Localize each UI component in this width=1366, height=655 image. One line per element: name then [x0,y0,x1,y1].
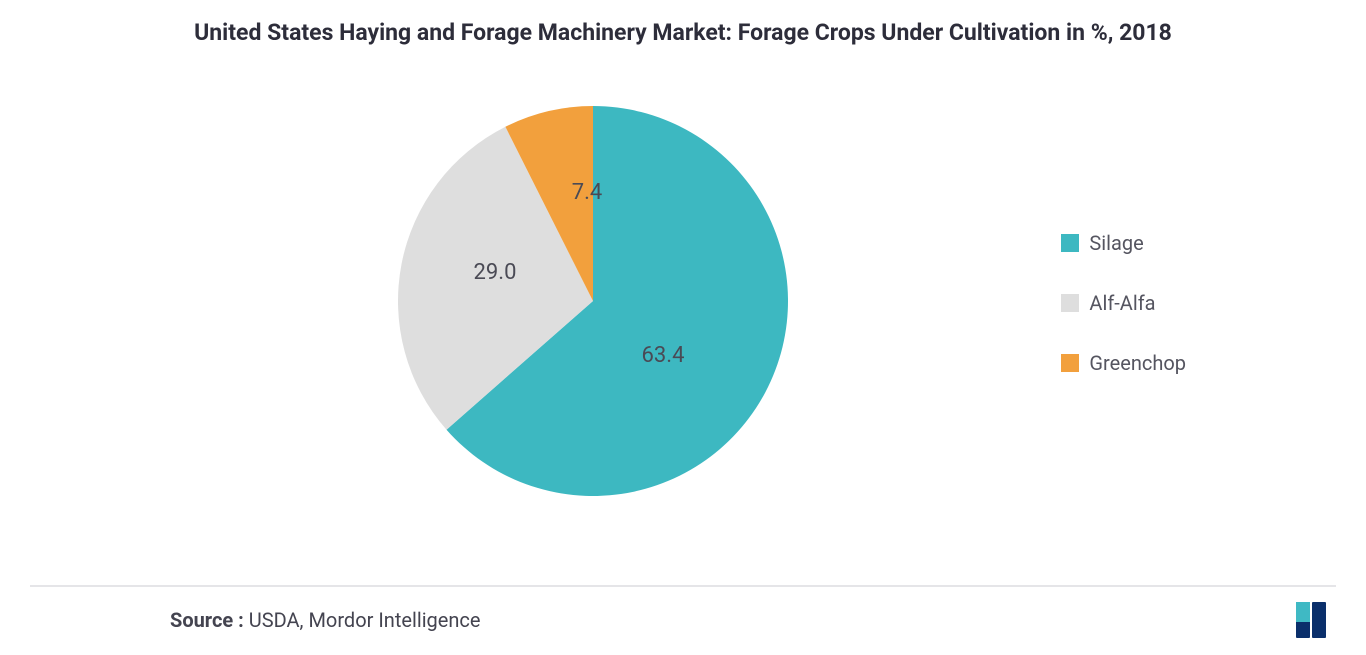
legend: Silage Alf-Alfa Greenchop [1061,231,1186,375]
legend-label: Greenchop [1089,351,1186,375]
chart-title: United States Haying and Forage Machiner… [0,0,1366,48]
legend-item: Greenchop [1061,351,1186,375]
pie-value-label: 7.4 [572,180,603,205]
pie-value-label: 63.4 [642,343,685,368]
logo-bar [1312,602,1326,638]
legend-swatch-icon [1061,294,1079,312]
pie-container: 63.4 29.0 7.4 [396,104,790,502]
source-text: USDA, Mordor Intelligence [244,608,481,632]
legend-item: Silage [1061,231,1186,255]
source-label: Source : [170,608,244,632]
chart-area: 63.4 29.0 7.4 Silage Alf-Alfa Greenchop [0,58,1366,548]
brand-logo-icon [1296,602,1326,638]
pie-chart: 63.4 29.0 7.4 [396,104,790,498]
pie-value-label: 29.0 [474,260,517,285]
legend-label: Silage [1089,231,1143,255]
legend-swatch-icon [1061,234,1079,252]
logo-bar [1296,602,1310,638]
legend-label: Alf-Alfa [1089,291,1155,315]
legend-swatch-icon [1061,354,1079,372]
footer: Source : USDA, Mordor Intelligence [0,585,1366,655]
legend-item: Alf-Alfa [1061,291,1186,315]
source: Source : USDA, Mordor Intelligence [170,608,481,632]
